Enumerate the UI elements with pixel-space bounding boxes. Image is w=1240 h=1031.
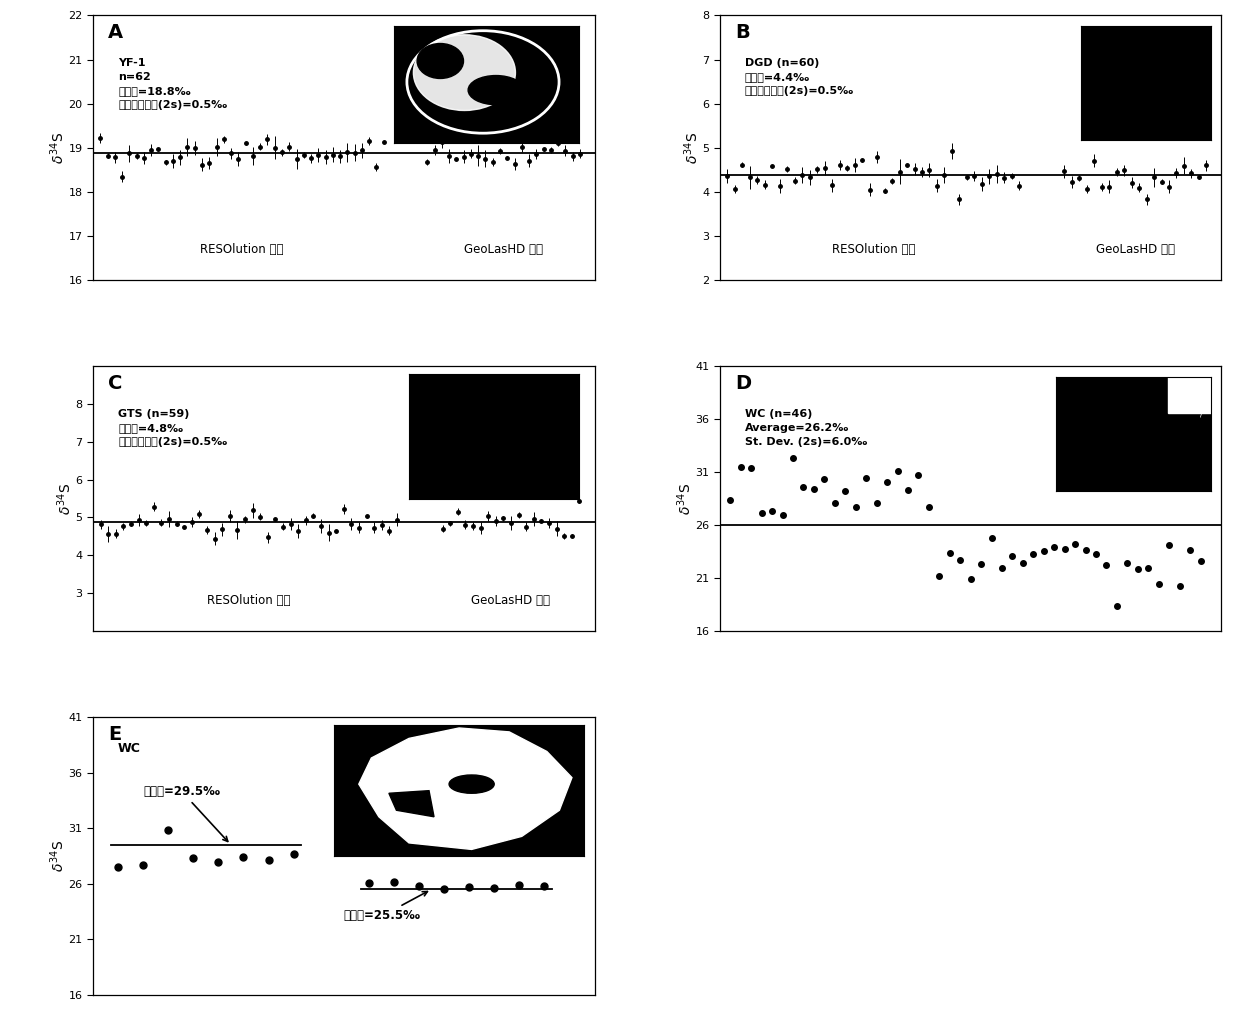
Text: RESOlution 激光: RESOlution 激光 bbox=[207, 594, 290, 607]
Text: GeoLasHD 激光: GeoLasHD 激光 bbox=[464, 243, 543, 256]
Y-axis label: $\delta^{34}$S: $\delta^{34}$S bbox=[56, 483, 74, 514]
Text: GTS (n=59)
平均値=4.8‰
相对标准偏差(2s)=0.5‰: GTS (n=59) 平均値=4.8‰ 相对标准偏差(2s)=0.5‰ bbox=[118, 408, 227, 446]
Y-axis label: $\delta^{34}$S: $\delta^{34}$S bbox=[682, 132, 701, 164]
Text: 平均値=25.5‰: 平均値=25.5‰ bbox=[343, 892, 428, 923]
Text: E: E bbox=[108, 726, 122, 744]
Text: RESOlution 激光: RESOlution 激光 bbox=[200, 243, 284, 256]
Text: DGD (n=60)
平均値=4.4‰
相对标准偏差(2s)=0.5‰: DGD (n=60) 平均値=4.4‰ 相对标准偏差(2s)=0.5‰ bbox=[745, 58, 854, 96]
Y-axis label: $\delta^{34}$S: $\delta^{34}$S bbox=[48, 840, 67, 872]
Text: C: C bbox=[108, 374, 123, 393]
Text: YF-1
n=62
平均値=18.8‰
相对标准偏差(2s)=0.5‰: YF-1 n=62 平均値=18.8‰ 相对标准偏差(2s)=0.5‰ bbox=[118, 58, 227, 110]
Text: WC: WC bbox=[118, 742, 141, 755]
Text: GeoLasHD 激光: GeoLasHD 激光 bbox=[471, 594, 551, 607]
Y-axis label: $\delta^{34}$S: $\delta^{34}$S bbox=[676, 483, 694, 514]
Text: D: D bbox=[735, 374, 751, 393]
Text: GeoLasHD 激光: GeoLasHD 激光 bbox=[1096, 243, 1174, 256]
Text: A: A bbox=[108, 24, 123, 42]
Text: WC (n=46)
Average=26.2‰
St. Dev. (2s)=6.0‰: WC (n=46) Average=26.2‰ St. Dev. (2s)=6.… bbox=[745, 408, 867, 446]
Text: RESOlution 激光: RESOlution 激光 bbox=[832, 243, 915, 256]
Y-axis label: $\delta^{34}$S: $\delta^{34}$S bbox=[48, 132, 67, 164]
Text: B: B bbox=[735, 24, 750, 42]
Text: 平均値=29.5‰: 平均値=29.5‰ bbox=[143, 785, 228, 841]
